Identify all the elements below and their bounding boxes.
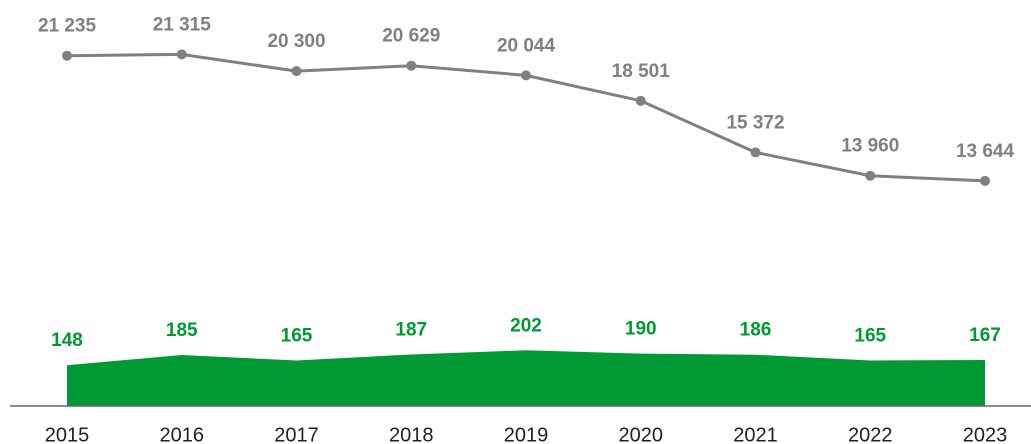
data-label: 20 300	[267, 31, 325, 52]
data-label: 167	[969, 325, 1001, 346]
data-label: 13 644	[956, 141, 1015, 162]
x-tick-label: 2019	[504, 424, 549, 444]
point	[521, 70, 531, 81]
data-label: 20 629	[382, 26, 440, 47]
x-tick-label: 2023	[963, 424, 1008, 444]
data-label: 165	[281, 326, 313, 347]
data-label: 187	[395, 319, 427, 340]
point	[865, 170, 876, 181]
x-tick-label: 2015	[45, 424, 90, 444]
x-tick-label: 2021	[733, 424, 778, 444]
x-tick-label: 2017	[274, 424, 319, 444]
point	[750, 147, 761, 158]
point	[406, 60, 417, 71]
point	[176, 49, 187, 60]
point	[635, 95, 646, 106]
point	[62, 50, 72, 61]
point	[291, 66, 302, 77]
data-label: 15 372	[726, 112, 784, 133]
point	[980, 175, 990, 186]
data-label: 20 044	[497, 35, 556, 56]
data-label: 165	[854, 326, 886, 347]
data-label: 21 235	[38, 16, 97, 37]
data-label: 18 501	[612, 61, 671, 82]
data-label: 21 315	[153, 14, 212, 35]
area	[67, 350, 985, 406]
data-label: 190	[625, 319, 657, 340]
data-label: 185	[166, 320, 198, 341]
data-label: 186	[740, 320, 772, 341]
data-label: 202	[510, 315, 542, 336]
x-tick-label: 2022	[848, 424, 893, 444]
x-tick-label: 2020	[619, 424, 664, 444]
x-tick-label: 2018	[389, 424, 434, 444]
data-label: 148	[51, 330, 83, 351]
data-label: 13 960	[841, 136, 899, 157]
x-tick-label: 2016	[160, 424, 205, 444]
